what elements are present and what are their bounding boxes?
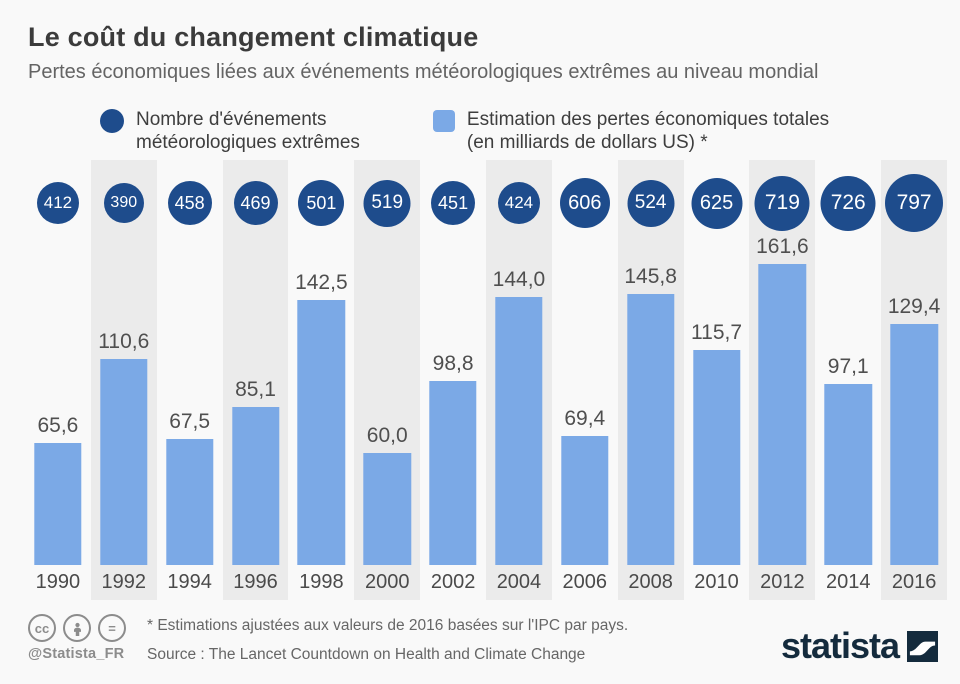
x-axis-year-label: 2012 [760, 571, 805, 593]
event-count-circle: 625 [691, 177, 743, 229]
x-axis-year-label: 2016 [891, 571, 937, 593]
x-axis-year-label: 2000 [364, 571, 410, 593]
chart-column-1998: 501 142,5 1998 [288, 160, 354, 600]
loss-bar [297, 300, 346, 565]
bar-value-label: 67,5 [169, 410, 211, 433]
bar-value-label: 129,4 [887, 295, 941, 318]
chart-column-1996: 469 85,1 1996 [222, 160, 289, 600]
source-line: Source : The Lancet Countdown on Health … [147, 646, 586, 663]
event-count-circle: 451 [431, 181, 476, 225]
x-axis-year-label: 1990 [35, 571, 81, 593]
loss-bar [429, 381, 477, 565]
chart-column-1994: 458 67,5 1994 [157, 160, 223, 600]
losses-legend-square-icon [432, 110, 455, 132]
bar-value-label: 110,6 [98, 330, 150, 353]
event-count-circle: 519 [363, 179, 411, 227]
bar-value-label: 115,7 [691, 321, 743, 344]
bar-value-label: 85,1 [235, 378, 276, 401]
bar-value-label: 145,8 [624, 265, 677, 288]
event-count-circle: 719 [754, 175, 810, 231]
header: Le coût du changement climatique Pertes … [28, 22, 940, 84]
chart-column-2002: 451 98,8 2002 [420, 160, 486, 600]
chart-column-2010: 625 115,7 2010 [684, 160, 750, 600]
page-title: Le coût du changement climatique [28, 22, 479, 52]
events-legend-circle-icon [100, 109, 124, 133]
legend-item-events: Nombre d'événements météorologiques extr… [100, 108, 360, 154]
losses-legend-label: Estimation des pertes économiques totale… [466, 109, 830, 154]
event-count-circle: 458 [167, 181, 212, 225]
chart-column-1992: 390 110,6 1992 [90, 160, 157, 600]
loss-bar [626, 294, 675, 565]
event-count-circle: 606 [559, 178, 610, 228]
chart-column-2004: 424 144,0 2004 [486, 160, 552, 600]
loss-bar [363, 453, 411, 565]
loss-bar [165, 439, 214, 565]
x-axis-year-label: 1994 [167, 571, 212, 593]
x-axis-year-label: 2014 [825, 571, 871, 593]
statista-logo-text: statista [780, 625, 900, 666]
chart-column-2012: 719 161,6 2012 [749, 160, 816, 600]
x-axis-year-label: 2008 [628, 571, 673, 593]
loss-bar [100, 359, 148, 565]
bar-value-label: 65,6 [37, 414, 79, 437]
bar-value-label: 60,0 [366, 424, 408, 447]
chart-column-2016: 797 129,4 2016 [881, 160, 948, 600]
loss-bar [561, 436, 609, 565]
cc-license-icons: cc = [28, 614, 145, 642]
events-legend-label: Nombre d'événements météorologiques extr… [136, 109, 360, 154]
chart-column-2014: 726 97,1 2014 [815, 160, 881, 600]
loss-bar [890, 324, 938, 565]
chart-column-2008: 524 145,8 2008 [617, 160, 684, 600]
footnote-asterisk: * Estimations ajustées aux valeurs de 20… [147, 617, 629, 634]
chart-column-2006: 606 69,4 2006 [552, 160, 618, 600]
x-axis-year-label: 2004 [496, 571, 542, 593]
creative-commons-icon[interactable]: cc [28, 614, 56, 642]
x-axis-year-label: 2010 [694, 571, 739, 593]
footer: cc = @Statista_FR * Estimations ajustées… [28, 614, 938, 676]
bar-value-label: 69,4 [564, 407, 606, 430]
bar-value-label: 142,5 [295, 271, 348, 294]
footnotes: * Estimations ajustées aux valeurs de 20… [147, 614, 781, 664]
event-count-circle: 469 [233, 181, 278, 225]
license-block: cc = @Statista_FR [28, 614, 145, 662]
event-count-circle: 726 [820, 175, 876, 231]
x-axis-year-label: 2006 [562, 571, 608, 593]
loss-bar [231, 407, 280, 565]
loss-bar [495, 297, 543, 565]
x-axis-year-label: 1996 [233, 571, 278, 593]
loss-bar [692, 350, 741, 565]
chart-legend: Nombre d'événements météorologiques extr… [100, 108, 829, 154]
no-derivatives-icon[interactable]: = [98, 614, 126, 642]
x-axis-year-label: 1992 [101, 571, 147, 593]
event-count-circle: 390 [103, 183, 144, 223]
x-axis-year-label: 1998 [299, 571, 344, 593]
event-count-circle: 412 [36, 182, 79, 224]
bar-value-label: 97,1 [827, 355, 869, 378]
event-count-circle: 424 [497, 182, 540, 224]
loss-bar [758, 264, 807, 565]
statista-logo[interactable]: statista [781, 628, 938, 664]
chart-column-2000: 519 60,0 2000 [354, 160, 421, 600]
bar-value-label: 161,6 [756, 235, 809, 258]
combo-chart: 412 65,6 1990 390 110,6 1992 458 67,5 1994 469 85,… [25, 160, 948, 600]
bar-value-label: 98,8 [432, 352, 474, 375]
statista-handle[interactable]: @Statista_FR [28, 646, 125, 662]
event-count-circle: 501 [298, 180, 345, 226]
event-count-circle: 797 [885, 174, 944, 232]
legend-item-losses: Estimation des pertes économiques totale… [432, 108, 830, 154]
bar-value-label: 144,0 [492, 268, 546, 291]
statista-logo-mark-icon [907, 630, 938, 662]
chart-column-1990: 412 65,6 1990 [25, 160, 91, 600]
event-count-circle: 524 [627, 179, 675, 227]
attribution-person-icon[interactable] [63, 614, 91, 642]
loss-bar [34, 443, 82, 565]
loss-bar [824, 384, 872, 565]
page-subtitle: Pertes économiques liées aux événements … [28, 61, 819, 83]
x-axis-year-label: 2002 [430, 571, 476, 593]
